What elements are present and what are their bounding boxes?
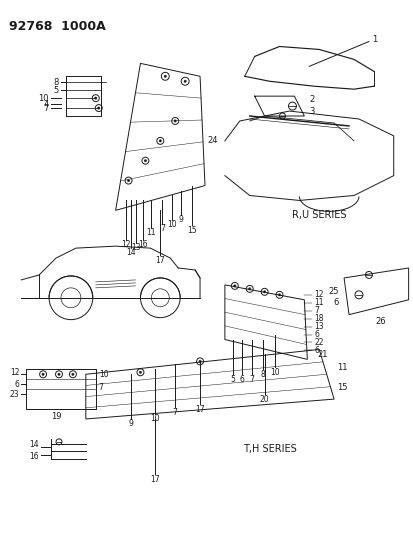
- Text: 17: 17: [155, 255, 165, 264]
- Text: 13: 13: [131, 243, 141, 252]
- Circle shape: [144, 159, 146, 162]
- Text: 2: 2: [309, 95, 314, 103]
- Text: 6: 6: [333, 298, 338, 307]
- Text: 17: 17: [195, 405, 204, 414]
- Text: 7: 7: [313, 306, 318, 315]
- Text: 12: 12: [10, 368, 19, 377]
- Text: 15: 15: [187, 226, 197, 235]
- Circle shape: [233, 285, 235, 287]
- Circle shape: [263, 290, 265, 293]
- Circle shape: [42, 373, 44, 375]
- Text: 6: 6: [14, 379, 19, 389]
- Text: 11: 11: [313, 298, 323, 307]
- Text: 10: 10: [98, 370, 108, 379]
- Text: 6: 6: [313, 346, 318, 355]
- Text: 12: 12: [313, 290, 323, 300]
- Text: 1: 1: [371, 35, 376, 44]
- Text: 4: 4: [44, 100, 49, 109]
- Text: 23: 23: [9, 390, 19, 399]
- Text: 3: 3: [309, 107, 314, 116]
- Text: 20: 20: [259, 394, 269, 403]
- Text: 7: 7: [98, 383, 103, 392]
- Text: 8: 8: [54, 78, 59, 87]
- Text: 92768  1000A: 92768 1000A: [9, 20, 106, 33]
- Circle shape: [71, 373, 74, 375]
- Text: 24: 24: [206, 136, 217, 146]
- Circle shape: [183, 80, 186, 83]
- Text: 10: 10: [150, 415, 160, 424]
- Text: 11: 11: [146, 228, 156, 237]
- Text: 10: 10: [38, 94, 49, 103]
- Circle shape: [164, 75, 166, 77]
- Text: 9: 9: [178, 215, 183, 224]
- Circle shape: [248, 288, 250, 290]
- Text: R,U SERIES: R,U SERIES: [291, 211, 346, 220]
- Circle shape: [58, 373, 60, 375]
- Text: T,H SERIES: T,H SERIES: [242, 444, 296, 454]
- Text: 7: 7: [249, 375, 254, 384]
- Text: 9: 9: [128, 419, 133, 429]
- Text: 17: 17: [150, 475, 160, 484]
- Circle shape: [173, 120, 176, 122]
- Text: 18: 18: [313, 314, 323, 323]
- Text: 6: 6: [239, 375, 244, 384]
- Text: 19: 19: [51, 413, 61, 422]
- Text: 8: 8: [260, 370, 264, 379]
- Text: 14: 14: [126, 248, 135, 256]
- Circle shape: [139, 371, 141, 374]
- Circle shape: [198, 360, 201, 362]
- Circle shape: [127, 180, 129, 182]
- Text: 15: 15: [336, 383, 347, 392]
- Text: 5: 5: [54, 86, 59, 95]
- Text: 14: 14: [29, 440, 39, 449]
- Text: 16: 16: [138, 240, 148, 249]
- Text: 12: 12: [121, 240, 130, 249]
- Text: 11: 11: [336, 363, 347, 372]
- Text: 25: 25: [328, 287, 338, 296]
- Text: 10: 10: [167, 220, 177, 229]
- Text: 21: 21: [316, 350, 327, 359]
- Text: 7: 7: [172, 408, 177, 416]
- Text: 5: 5: [230, 375, 235, 384]
- Text: 22: 22: [313, 338, 323, 347]
- Circle shape: [278, 294, 280, 296]
- Text: 7: 7: [159, 224, 164, 233]
- Text: 26: 26: [375, 317, 385, 326]
- Text: 16: 16: [29, 452, 39, 461]
- Circle shape: [97, 107, 100, 109]
- Circle shape: [94, 97, 97, 99]
- Text: 13: 13: [313, 322, 323, 331]
- Text: 10: 10: [269, 368, 279, 377]
- Circle shape: [159, 140, 161, 142]
- Text: 6: 6: [313, 330, 318, 339]
- Text: 7: 7: [44, 103, 49, 112]
